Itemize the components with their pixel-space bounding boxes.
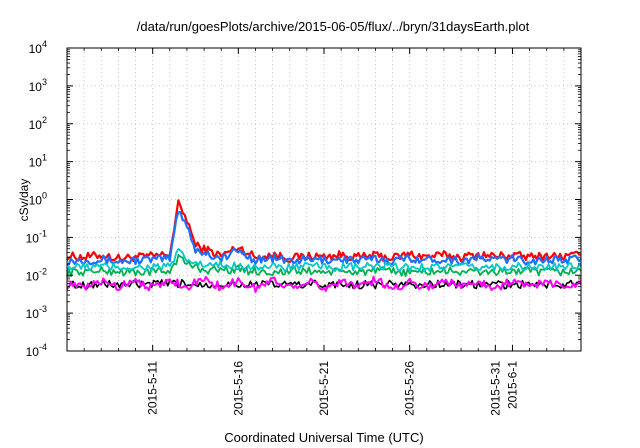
y-tick-exponent: -3	[39, 304, 47, 314]
x-tick-label: 2015-5-31	[488, 361, 502, 416]
y-tick-label: 102	[29, 115, 47, 132]
y-tick-label: 100	[29, 191, 47, 208]
x-tick-label: 2015-5-26	[403, 361, 417, 416]
grid-layer	[67, 48, 581, 351]
x-tick-label: 2015-5-11	[146, 361, 160, 415]
y-tick-exponent: -4	[39, 342, 47, 352]
x-axis-label: Coordinated Universal Time (UTC)	[224, 430, 423, 445]
x-tick-label: 2015-5-16	[231, 361, 245, 416]
y-tick-label: 101	[29, 153, 47, 170]
y-tick-exponent: -1	[39, 228, 47, 238]
y-tick-label: 10-4	[26, 342, 47, 359]
y-tick-label: 103	[29, 77, 47, 94]
series-layer	[66, 199, 582, 293]
y-tick-exponent: -2	[39, 266, 47, 276]
y-tick-exponent: 2	[42, 115, 47, 125]
y-tick-label: 104	[29, 39, 47, 56]
series-line	[66, 247, 582, 273]
y-axis-label: cSv/day	[17, 179, 31, 222]
chart-title: /data/run/goesPlots/archive/2015-06-05/f…	[137, 19, 530, 34]
y-tick-label: 10-3	[26, 304, 47, 321]
x-tick-label: 2015-6-1	[505, 361, 519, 409]
series-line	[66, 211, 582, 266]
y-tick-label: 10-1	[26, 228, 47, 245]
y-tick-label: 10-2	[26, 266, 47, 283]
axis-layer: 10-410-310-210-11001011021031042015-5-11…	[26, 39, 581, 416]
y-tick-exponent: 4	[42, 39, 47, 49]
x-tick-label: 2015-5-21	[317, 361, 331, 416]
y-tick-exponent: 3	[42, 77, 47, 87]
series-line	[66, 275, 582, 293]
y-tick-exponent: 0	[42, 191, 47, 201]
y-tick-exponent: 1	[42, 153, 47, 163]
